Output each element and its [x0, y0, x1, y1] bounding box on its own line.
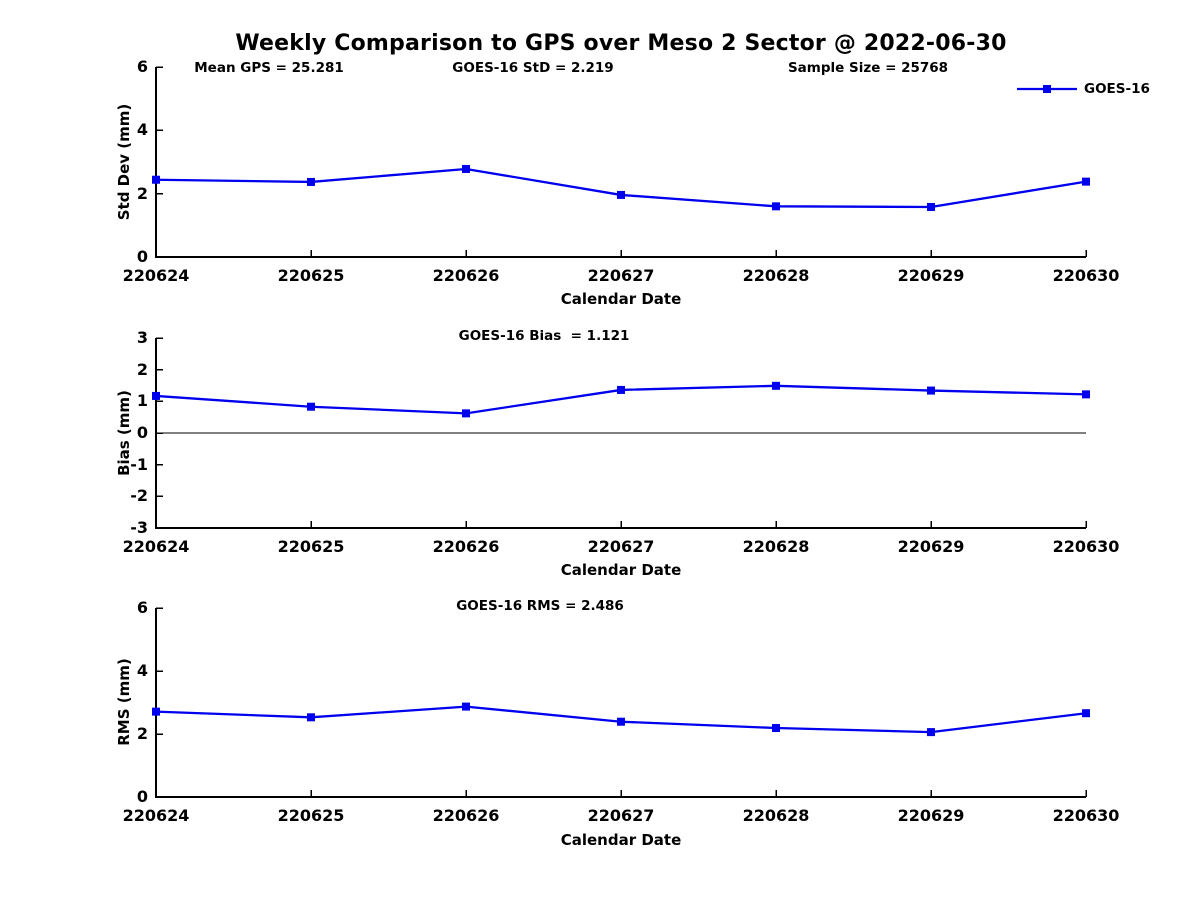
- annotation-goes16-std: GOES-16 StD = 2.219: [452, 60, 614, 76]
- y-axis-label-rms: RMS (mm): [115, 658, 133, 746]
- y-tick-label: -2: [130, 486, 148, 506]
- data-point-marker: [772, 724, 780, 733]
- y-tick-label: 0: [136, 787, 148, 806]
- axis-lines: [155, 67, 1086, 258]
- x-axis-label: Calendar Date: [560, 831, 682, 849]
- data-point-marker: [927, 202, 935, 211]
- x-tick-label: 220626: [432, 806, 500, 825]
- x-tick-label: 220626: [432, 537, 500, 556]
- x-tick-label: 220624: [122, 537, 190, 556]
- data-point-marker: [1082, 390, 1090, 399]
- legend-marker-icon: [1043, 85, 1051, 93]
- y-tick-label: 2: [136, 183, 148, 203]
- x-tick-label: 220625: [277, 537, 345, 556]
- data-point-marker: [617, 717, 625, 726]
- x-tick-label: 220629: [897, 537, 965, 556]
- data-point-marker: [772, 381, 780, 390]
- y-tick-label: 4: [136, 120, 148, 140]
- legend-label: GOES-16: [1084, 81, 1150, 97]
- y-axis-label-stddev: Std Dev (mm): [115, 103, 133, 221]
- annotation-goes16-bias: GOES-16 Bias = 1.121: [458, 328, 630, 344]
- annotation-mean-gps: Mean GPS = 25.281: [194, 60, 344, 76]
- y-tick-label: -3: [130, 518, 148, 537]
- y-tick-label: 0: [136, 423, 148, 442]
- y-tick-label: -1: [130, 454, 148, 474]
- x-tick-label: 220626: [432, 266, 500, 285]
- y-tick-label: 1: [136, 391, 148, 411]
- data-point-marker: [772, 202, 780, 211]
- data-point-marker: [462, 164, 470, 173]
- y-tick-label: 2: [136, 359, 148, 379]
- data-point-marker: [927, 728, 935, 737]
- x-tick-label: 220627: [587, 537, 655, 556]
- y-tick-label: 2: [136, 724, 148, 743]
- data-point-marker: [1082, 177, 1090, 186]
- x-tick-label: 220630: [1052, 537, 1120, 556]
- data-point-marker: [307, 713, 315, 722]
- data-point-marker: [1082, 709, 1090, 718]
- x-tick-label: 220628: [742, 537, 810, 556]
- annotation-sample-size: Sample Size = 25768: [787, 60, 949, 76]
- data-point-marker: [152, 391, 160, 400]
- x-tick-label: 220628: [742, 806, 810, 825]
- y-tick-label: 6: [136, 598, 148, 617]
- x-tick-label: 220629: [897, 806, 965, 825]
- data-point-marker: [927, 386, 935, 395]
- data-line: [155, 167, 1087, 209]
- x-tick-label: 220625: [277, 266, 345, 285]
- data-point-marker: [617, 385, 625, 394]
- x-tick-label: 220629: [897, 266, 965, 285]
- x-tick-label: 220627: [587, 266, 655, 285]
- y-tick-label: 0: [136, 247, 148, 266]
- x-axis-label: Calendar Date: [560, 290, 682, 308]
- data-point-marker: [462, 702, 470, 711]
- x-tick-label: 220630: [1052, 266, 1120, 285]
- data-point-marker: [307, 402, 315, 411]
- annotation-goes16-rms: GOES-16 RMS = 2.486: [456, 598, 624, 614]
- y-tick-label: 6: [136, 57, 148, 76]
- data-point-marker: [307, 177, 315, 186]
- x-tick-label: 220627: [587, 806, 655, 825]
- x-tick-label: 220630: [1052, 806, 1120, 825]
- y-tick-label: 4: [136, 661, 148, 680]
- y-tick-label: 3: [136, 328, 148, 347]
- data-point-marker: [152, 175, 160, 184]
- data-point-marker: [152, 707, 160, 716]
- axis-lines: [155, 608, 1086, 798]
- x-tick-label: 220625: [277, 806, 345, 825]
- x-axis-label: Calendar Date: [560, 561, 682, 579]
- x-tick-label: 220628: [742, 266, 810, 285]
- data-point-marker: [462, 409, 470, 418]
- x-tick-label: 220624: [122, 806, 190, 825]
- figure-title: Weekly Comparison to GPS over Meso 2 Sec…: [235, 31, 1007, 56]
- x-tick-label: 220624: [122, 266, 190, 285]
- data-point-marker: [617, 190, 625, 199]
